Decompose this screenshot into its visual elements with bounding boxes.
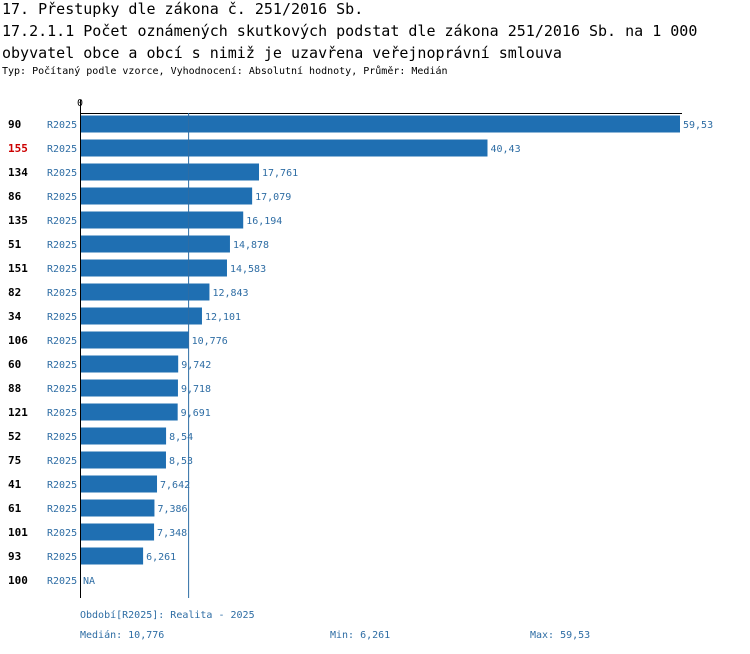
row-id-label: 41 bbox=[8, 478, 22, 491]
bar-value-label: 8,54 bbox=[169, 432, 193, 443]
row-period-label: R2025 bbox=[47, 528, 77, 539]
bar-value-label: 8,53 bbox=[169, 456, 193, 467]
row-period-label: R2025 bbox=[47, 432, 77, 443]
row-id-label: 82 bbox=[8, 286, 21, 299]
row-period-label: R2025 bbox=[47, 360, 77, 371]
row-period-label: R2025 bbox=[47, 288, 77, 299]
bar-value-label: 10,776 bbox=[192, 336, 228, 347]
bar-value-label: 14,583 bbox=[230, 264, 266, 275]
row-period-label: R2025 bbox=[47, 576, 77, 587]
bar-value-label: 17,761 bbox=[262, 168, 298, 179]
row-id-label: 60 bbox=[8, 358, 21, 371]
row-id-label: 121 bbox=[8, 406, 28, 419]
bar bbox=[80, 379, 178, 397]
bar-chart: 090R202559,53155R202540,43134R202517,761… bbox=[8, 98, 713, 598]
row-id-label: 155 bbox=[8, 142, 28, 155]
row-period-label: R2025 bbox=[47, 192, 77, 203]
row-id-label: 90 bbox=[8, 118, 21, 131]
row-id-label: 101 bbox=[8, 526, 28, 539]
row-period-label: R2025 bbox=[47, 144, 77, 155]
bar-value-label: 12,101 bbox=[205, 312, 241, 323]
row-period-label: R2025 bbox=[47, 552, 77, 563]
chart-title: 17. Přestupky dle zákona č. 251/2016 Sb. bbox=[2, 0, 364, 18]
row-id-label: 61 bbox=[8, 502, 22, 515]
period-legend: Období[R2025]: Realita - 2025 bbox=[80, 610, 255, 621]
bar-value-label: 40,43 bbox=[490, 144, 520, 155]
row-period-label: R2025 bbox=[47, 456, 77, 467]
bar-value-label: 59,53 bbox=[683, 120, 713, 131]
min-stat: Min: 6,261 bbox=[330, 630, 391, 641]
bar bbox=[80, 187, 253, 205]
bar bbox=[80, 427, 167, 445]
bar bbox=[80, 163, 260, 181]
bar-value-label: 12,843 bbox=[212, 288, 248, 299]
bar-value-label: 7,642 bbox=[160, 480, 190, 491]
bar-value-label: 14,878 bbox=[233, 240, 269, 251]
row-period-label: R2025 bbox=[47, 408, 77, 419]
bar-value-label: 16,194 bbox=[246, 216, 282, 227]
row-id-label: 93 bbox=[8, 550, 21, 563]
row-id-label: 135 bbox=[8, 214, 28, 227]
row-id-label: 106 bbox=[8, 334, 28, 347]
bar bbox=[80, 139, 488, 157]
row-period-label: R2025 bbox=[47, 336, 77, 347]
row-id-label: 52 bbox=[8, 430, 21, 443]
row-id-label: 51 bbox=[8, 238, 22, 251]
bar bbox=[80, 523, 155, 541]
bar bbox=[80, 403, 178, 421]
bar bbox=[80, 451, 166, 469]
bar bbox=[80, 331, 189, 349]
bar-value-label: NA bbox=[83, 576, 95, 587]
row-id-label: 134 bbox=[8, 166, 28, 179]
bar-value-label: 9,718 bbox=[181, 384, 211, 395]
row-id-label: 34 bbox=[8, 310, 22, 323]
row-period-label: R2025 bbox=[47, 264, 77, 275]
bar-value-label: 6,261 bbox=[146, 552, 176, 563]
row-id-label: 100 bbox=[8, 574, 28, 587]
bar bbox=[80, 499, 155, 517]
bar bbox=[80, 355, 179, 373]
bar-value-label: 17,079 bbox=[255, 192, 291, 203]
row-id-label: 88 bbox=[8, 382, 21, 395]
row-period-label: R2025 bbox=[47, 120, 77, 131]
row-id-label: 151 bbox=[8, 262, 28, 275]
bar-value-label: 7,348 bbox=[157, 528, 187, 539]
row-id-label: 86 bbox=[8, 190, 22, 203]
bar-value-label: 9,742 bbox=[181, 360, 211, 371]
row-period-label: R2025 bbox=[47, 384, 77, 395]
bar bbox=[80, 211, 244, 229]
bar bbox=[80, 115, 680, 133]
bar bbox=[80, 235, 230, 253]
row-id-label: 75 bbox=[8, 454, 21, 467]
chart-meta: Typ: Počítaný podle vzorce, Vyhodnocení:… bbox=[2, 66, 448, 77]
row-period-label: R2025 bbox=[47, 480, 77, 491]
row-period-label: R2025 bbox=[47, 240, 77, 251]
bar bbox=[80, 547, 144, 565]
row-period-label: R2025 bbox=[47, 168, 77, 179]
bar bbox=[80, 283, 210, 301]
row-period-label: R2025 bbox=[47, 216, 77, 227]
median-stat: Medián: 10,776 bbox=[80, 630, 165, 641]
bar-value-label: 7,386 bbox=[157, 504, 187, 515]
row-period-label: R2025 bbox=[47, 312, 77, 323]
bar bbox=[80, 307, 202, 325]
max-stat: Max: 59,53 bbox=[530, 630, 591, 641]
bar bbox=[80, 259, 227, 277]
bar-value-label: 9,691 bbox=[181, 408, 211, 419]
chart-subtitle: 17.2.1.1 Počet oznámených skutkových pod… bbox=[2, 22, 698, 62]
row-period-label: R2025 bbox=[47, 504, 77, 515]
bar bbox=[80, 475, 158, 493]
